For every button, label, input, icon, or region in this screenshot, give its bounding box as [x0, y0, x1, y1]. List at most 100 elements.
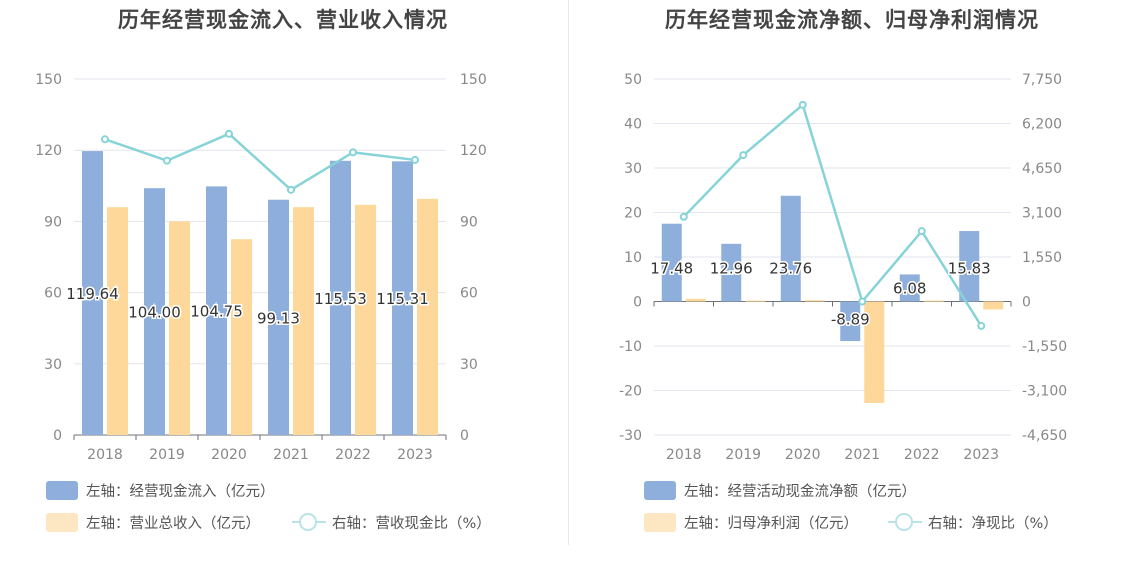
- legend-item-revenue-cash-ratio[interactable]: 右轴：营收现金比（%）: [292, 511, 491, 533]
- data-label: 12.96: [710, 260, 753, 278]
- legend-item-net-cash-ratio[interactable]: 右轴：净现比（%）: [888, 511, 1058, 533]
- ratio-point: [858, 297, 867, 306]
- x-tick-label: 2018: [666, 447, 702, 463]
- ratio-point: [101, 135, 109, 144]
- x-tick-label: 2023: [397, 447, 433, 463]
- bar-secondary: [231, 239, 252, 435]
- data-label: -8.89: [831, 311, 870, 329]
- legend-line-swatch: [888, 511, 922, 533]
- chart-title: 历年经营现金流净额、归母净利润情况: [665, 8, 1039, 32]
- ratio-point: [917, 227, 926, 236]
- data-label: 104.75: [190, 303, 243, 321]
- bar-secondary: [923, 300, 944, 302]
- bar-primary: [268, 199, 289, 435]
- bar-secondary: [107, 207, 128, 435]
- legend-label: 左轴：归母净利润（亿元）: [684, 515, 858, 532]
- legend-item-cash-inflow[interactable]: 左轴：经营现金流入（亿元）: [46, 479, 275, 501]
- ratio-point: [411, 155, 419, 164]
- bar-secondary: [804, 300, 825, 302]
- y-right-tick-label: 60: [460, 286, 478, 302]
- ratio-point: [287, 185, 295, 194]
- ratio-point: [739, 151, 748, 160]
- chart-title: 历年经营现金流入、营业收入情况: [118, 8, 448, 32]
- bar-primary: [206, 186, 227, 435]
- ratio-point: [225, 129, 233, 138]
- y-right-tick-label: 6,200: [1022, 117, 1062, 133]
- y-right-tick-label: -1,550: [1022, 339, 1067, 355]
- data-label: 23.76: [769, 260, 812, 278]
- x-tick-label: 2022: [904, 447, 940, 463]
- bar-primary: [780, 195, 801, 302]
- y-right-tick-label: 1,550: [1022, 250, 1062, 266]
- bar-primary: [330, 160, 351, 435]
- data-label: 119.64: [66, 285, 119, 303]
- bar-secondary: [983, 301, 1004, 310]
- bar-primary: [959, 231, 980, 302]
- x-tick-label: 2022: [335, 447, 371, 463]
- bar-primary: [82, 151, 103, 436]
- x-tick-label: 2023: [963, 447, 999, 463]
- chart-panel-netcash-netprofit: 历年经营现金流净额、归母净利润情况 -30 -20 -10 0 10 20 30 40 50 -4…: [570, 0, 1134, 582]
- y-left-tick-label: 60: [44, 286, 62, 302]
- bar-primary: [899, 274, 920, 302]
- ratio-point: [977, 321, 986, 330]
- y-left-tick-label: 20: [624, 206, 642, 222]
- y-left-tick-label: 0: [53, 428, 62, 444]
- y-left-tick-label: -20: [619, 384, 642, 400]
- y-left-tick-label: 0: [633, 295, 642, 311]
- legend-item-total-revenue[interactable]: 左轴：营业总收入（亿元）: [46, 511, 260, 533]
- data-label: 6.08: [893, 279, 926, 297]
- legend-line-swatch: [292, 511, 326, 533]
- x-tick-label: 2018: [87, 447, 123, 463]
- bar-secondary: [685, 298, 706, 302]
- data-label: 115.53: [314, 290, 367, 308]
- legend-label: 左轴：经营现金流入（亿元）: [86, 483, 275, 500]
- x-tick-label: 2019: [149, 447, 185, 463]
- panel-divider: [568, 0, 569, 545]
- data-label: 104.00: [128, 304, 181, 322]
- y-left-tick-label: 30: [44, 357, 62, 373]
- legend-item-net-profit[interactable]: 左轴：归母净利润（亿元）: [644, 511, 858, 533]
- y-right-tick-label: 7,750: [1022, 72, 1062, 88]
- bar-primary: [661, 223, 682, 302]
- y-left-tick-label: -10: [619, 339, 642, 355]
- legend-label: 左轴：经营活动现金流净额（亿元）: [684, 483, 916, 500]
- chart-svg: -30 -20 -10 0 10 20 30 40 50 -4,650 -3,100 -1,550 0 1…: [619, 72, 1067, 463]
- y-right-tick-label: -3,100: [1022, 384, 1067, 400]
- y-right-tick-label: 150: [460, 72, 487, 88]
- bar-primary: [144, 188, 165, 435]
- data-label: 17.48: [650, 260, 693, 278]
- legend-swatch: [644, 480, 676, 500]
- data-label: 99.13: [257, 309, 300, 327]
- y-right-tick-label: 0: [1022, 295, 1031, 311]
- bar-primary: [392, 161, 413, 435]
- x-tick-label: 2019: [725, 447, 761, 463]
- y-left-tick-label: 10: [624, 250, 642, 266]
- y-right-tick-label: 90: [460, 214, 478, 230]
- y-left-tick-label: 30: [624, 161, 642, 177]
- y-right-tick-label: 3,100: [1022, 206, 1062, 222]
- x-tick-label: 2020: [785, 447, 821, 463]
- ratio-line: [104, 132, 416, 192]
- ratio-point: [163, 156, 171, 165]
- ratio-point: [679, 212, 688, 221]
- bar-secondary: [417, 198, 438, 435]
- x-tick-label: 2021: [844, 447, 880, 463]
- y-left-tick-label: 50: [624, 72, 642, 88]
- y-left-tick-label: 40: [624, 117, 642, 133]
- bar-secondary: [169, 221, 190, 435]
- legend-label: 右轴：净现比（%）: [928, 515, 1058, 532]
- legend-swatch: [644, 512, 676, 532]
- y-right-tick-label: 120: [460, 143, 487, 159]
- ratio-point: [798, 100, 807, 109]
- y-left-tick-label: 90: [44, 214, 62, 230]
- ratio-point: [349, 148, 357, 157]
- legend-label: 右轴：营收现金比（%）: [332, 515, 491, 532]
- x-tick-label: 2020: [211, 447, 247, 463]
- y-right-tick-label: -4,650: [1022, 428, 1067, 444]
- legend-swatch: [46, 480, 78, 500]
- bar-primary: [840, 301, 861, 342]
- legend-item-operating-net-cash[interactable]: 左轴：经营活动现金流净额（亿元）: [644, 479, 916, 501]
- bar-secondary: [355, 204, 376, 435]
- y-right-tick-label: 30: [460, 357, 478, 373]
